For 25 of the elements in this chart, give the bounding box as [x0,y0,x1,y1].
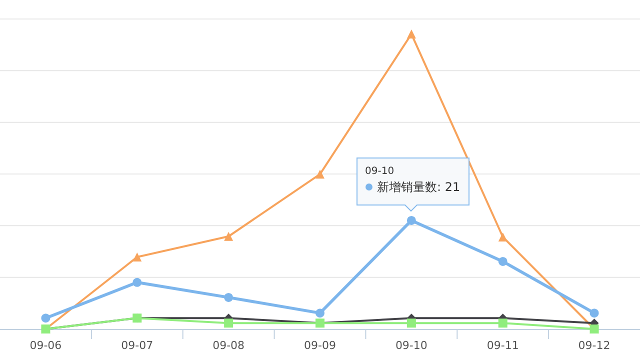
point [498,318,508,328]
annotation: 09-10 [365,166,394,177]
point [406,30,416,39]
point [316,308,324,318]
point [132,252,142,262]
annotation: 新增销量数: 21 [377,180,460,194]
point [498,256,508,266]
x-tick-label: 09-09 [304,339,336,352]
x-tick-label: 09-11 [486,339,519,352]
point [406,216,416,225]
point [224,232,234,241]
x-tick-label: 09-06 [30,339,62,352]
point [316,170,324,179]
x-tick-label: 09-08 [212,339,245,352]
point [41,314,50,323]
x-tick-label: 09-07 [121,339,154,352]
point [224,292,234,302]
point [498,232,508,242]
point [590,308,599,318]
tooltip: 09-10 新增销量数: 21 [356,158,470,212]
x-tick-label: 09-12 [578,339,610,352]
point [406,318,416,328]
x-tick-label: 09-10 [395,339,428,352]
point [224,318,234,328]
point [132,278,142,287]
